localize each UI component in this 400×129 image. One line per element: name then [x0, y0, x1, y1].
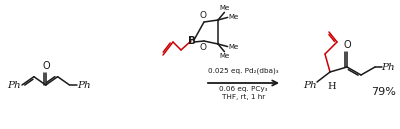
Text: Ph: Ph	[303, 80, 317, 90]
Text: Me: Me	[229, 14, 239, 20]
Text: THF, rt, 1 hr: THF, rt, 1 hr	[222, 94, 265, 100]
Text: Me: Me	[229, 44, 239, 50]
Text: 79%: 79%	[372, 87, 396, 97]
Text: Me: Me	[219, 5, 230, 11]
Text: Me: Me	[219, 53, 230, 59]
Text: 0.025 eq. Pd₂(dba)₃: 0.025 eq. Pd₂(dba)₃	[208, 67, 279, 74]
Text: O: O	[200, 11, 206, 21]
Text: O: O	[343, 40, 351, 50]
Text: B: B	[188, 36, 196, 46]
Text: O: O	[200, 42, 206, 51]
Text: Ph: Ph	[77, 80, 90, 90]
Text: Ph: Ph	[7, 80, 21, 90]
Text: Ph: Ph	[381, 62, 395, 71]
Text: 0.06 eq. PCy₃: 0.06 eq. PCy₃	[219, 86, 268, 92]
Text: H: H	[328, 82, 336, 91]
Text: O: O	[42, 61, 50, 71]
